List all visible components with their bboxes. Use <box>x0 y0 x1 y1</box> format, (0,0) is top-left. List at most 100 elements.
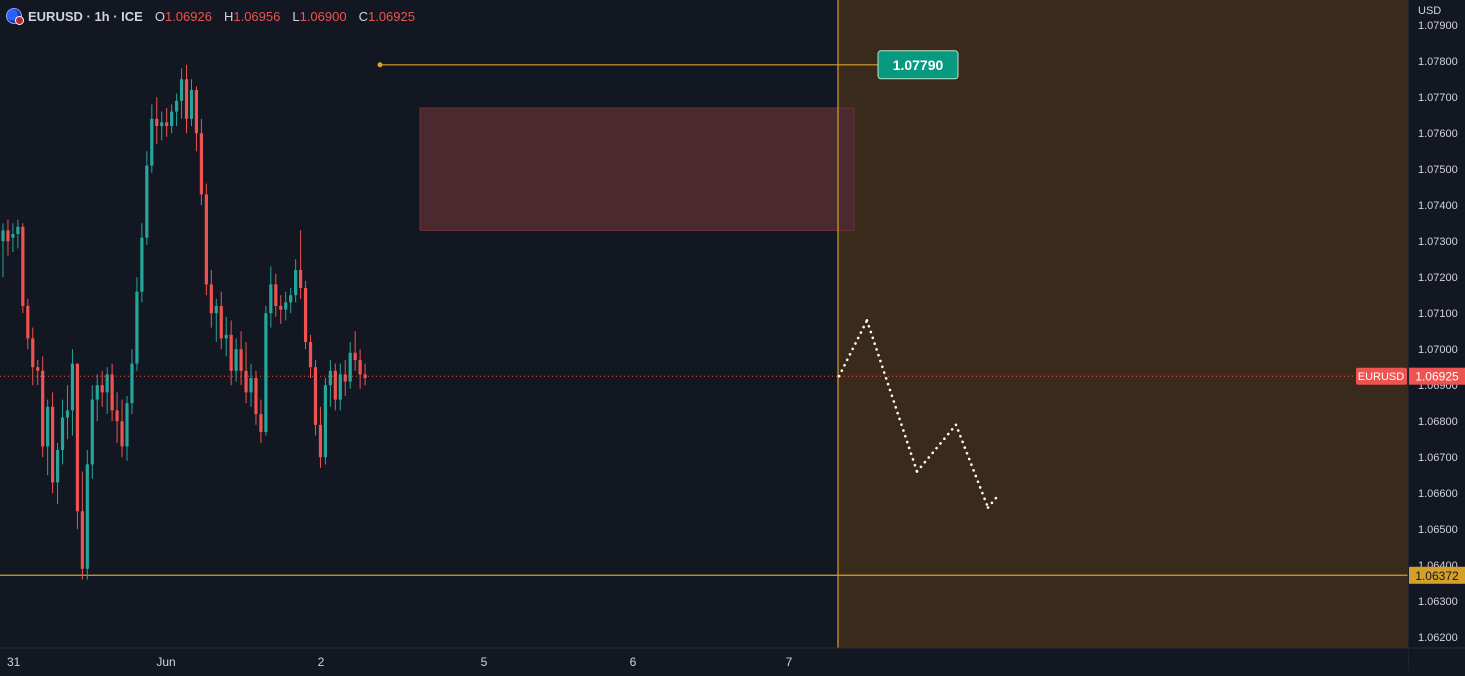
price-tick-label: 1.06700 <box>1418 452 1458 464</box>
candle <box>90 385 94 479</box>
symbol-tag-box <box>1356 367 1407 385</box>
candle-body <box>313 367 318 425</box>
price-tick-label: 1.07900 <box>1418 20 1458 32</box>
candle-body <box>105 374 109 393</box>
candle-body <box>85 464 89 569</box>
projection-segment <box>986 495 999 509</box>
candle-body <box>6 230 10 242</box>
candle <box>333 363 337 411</box>
candle <box>328 360 332 407</box>
candle-body <box>308 342 313 368</box>
eur-usd-flag-icon <box>6 8 24 25</box>
candle-body <box>299 270 303 288</box>
price-tick-label: 1.06200 <box>1418 632 1458 644</box>
candle-body <box>75 363 79 512</box>
candle <box>100 370 104 407</box>
projection-segment <box>837 319 869 378</box>
candle-body <box>199 133 203 195</box>
candle <box>130 349 134 414</box>
price-tick-label: 1.06500 <box>1418 524 1458 536</box>
candle-body <box>110 374 114 411</box>
candle <box>209 270 213 328</box>
candle-body <box>179 79 184 101</box>
candle-body <box>125 403 129 447</box>
candle <box>160 111 164 141</box>
candle <box>279 295 283 324</box>
price-tick-label: 1.07300 <box>1418 236 1458 248</box>
candle-body <box>170 111 174 126</box>
projection-segment <box>865 319 919 473</box>
symbol-title[interactable]: EURUSD · 1h · ICE <box>28 8 143 24</box>
candle <box>140 223 144 303</box>
candle <box>348 342 352 389</box>
high-value: 1.06956 <box>233 8 281 24</box>
candle <box>135 277 139 371</box>
projection-segment <box>954 423 990 509</box>
candle-body <box>209 284 213 314</box>
candle <box>259 399 263 443</box>
candle-body <box>264 313 268 432</box>
price-tick-label: 1.07100 <box>1418 308 1458 320</box>
candle <box>26 298 30 350</box>
price-tick-label: 1.07500 <box>1418 164 1458 176</box>
candle <box>274 273 278 317</box>
candle <box>323 378 327 465</box>
candle <box>125 396 129 461</box>
time-label-jun: Jun <box>156 655 175 669</box>
candle <box>55 442 60 504</box>
high-key: H <box>223 8 234 24</box>
candle-body <box>46 406 50 447</box>
candle-body <box>175 100 179 112</box>
candles <box>1 64 367 580</box>
open-key: O <box>154 8 165 24</box>
candle <box>294 259 298 303</box>
candle <box>219 291 223 350</box>
candle-body <box>333 370 337 400</box>
price-tick-label: 1.07400 <box>1418 200 1458 212</box>
candle <box>170 104 174 134</box>
candle-body <box>363 374 367 378</box>
candle-body <box>348 352 352 382</box>
candle <box>36 360 40 386</box>
candle <box>110 363 114 422</box>
candle <box>244 342 248 404</box>
candle <box>194 86 199 152</box>
open-value: 1.06926 <box>164 8 212 24</box>
candle <box>51 392 55 494</box>
candle-body <box>70 363 75 411</box>
candle-body <box>21 226 25 306</box>
candle-body <box>358 360 362 375</box>
currency-label: USD <box>1418 5 1441 17</box>
candle <box>308 334 313 378</box>
symbol-legend[interactable]: EURUSD · 1h · ICE O 1.06926 H 1.06956 L 1.0… <box>6 6 415 26</box>
candle <box>313 360 318 436</box>
candle <box>199 118 203 206</box>
candle-body <box>140 237 144 292</box>
candle-body <box>194 90 199 134</box>
candle-body <box>65 410 70 418</box>
candle <box>21 223 25 314</box>
candle <box>318 406 323 468</box>
candle <box>70 349 75 436</box>
candle-body <box>259 414 263 432</box>
high-price-callout[interactable]: 1.07790 <box>877 50 959 80</box>
price-axis-ticks[interactable]: 1.07900 1.07800 1.07700 1.07600 1.07500 1.074… <box>1418 20 1458 644</box>
candle <box>145 151 149 245</box>
candle <box>299 230 303 299</box>
candle-body <box>338 374 342 400</box>
price-axis-background <box>1408 0 1465 671</box>
candle <box>31 327 35 386</box>
candle-body <box>160 122 164 126</box>
candle-body <box>26 306 30 339</box>
projection-zone <box>838 0 1408 648</box>
candle-body <box>318 424 323 458</box>
swing-high-anchor[interactable] <box>377 62 383 68</box>
candle-body <box>31 338 35 368</box>
candle <box>249 363 253 407</box>
candle-body <box>120 421 124 447</box>
candle-body <box>51 406 55 483</box>
last-price-tag: 1.06925 <box>1409 367 1465 385</box>
candle-body <box>11 234 15 238</box>
